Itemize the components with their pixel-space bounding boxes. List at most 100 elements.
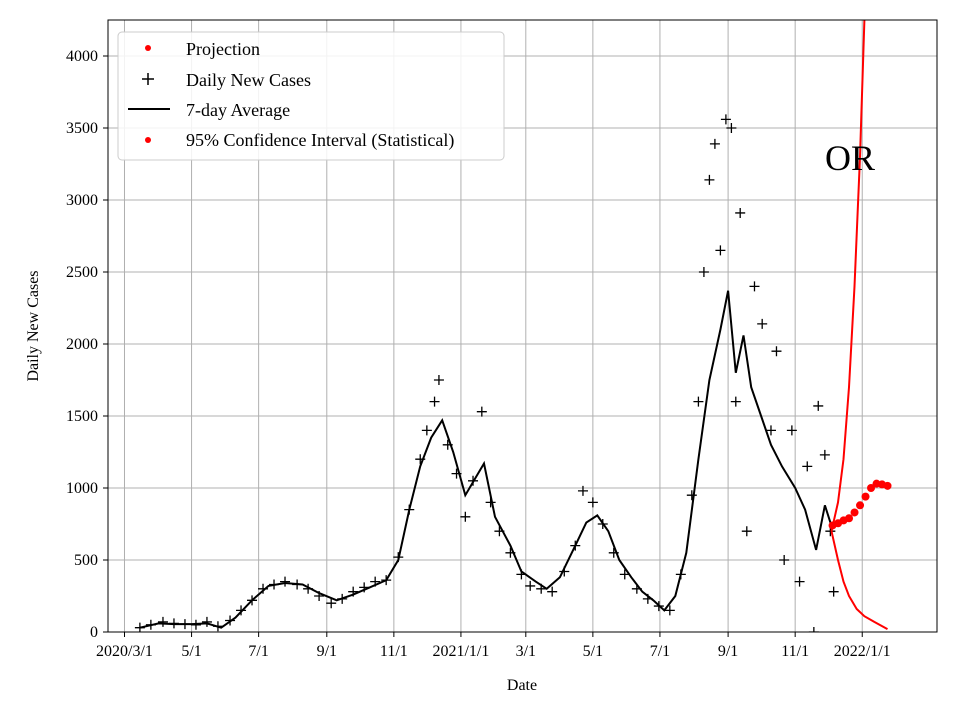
daily-case-point [757, 318, 768, 329]
daily-case-point [525, 580, 536, 591]
y-tick-label: 3000 [66, 192, 98, 209]
y-tick-label: 2000 [66, 336, 98, 353]
daily-case-point [212, 621, 223, 632]
x-tick-label: 7/1 [650, 643, 670, 660]
legend-label-ci: 95% Confidence Interval (Statistical) [186, 130, 454, 151]
daily-case-point [741, 526, 752, 537]
daily-case-point [786, 425, 797, 436]
daily-case-point [765, 425, 776, 436]
legend-marker-ci [145, 137, 151, 143]
x-tick-label: 5/1 [181, 643, 201, 660]
daily-case-point [505, 547, 516, 558]
x-tick-label: 7/1 [248, 643, 268, 660]
daily-case-point [597, 519, 608, 529]
y-tick-label: 0 [90, 624, 98, 641]
x-axis: 2020/3/1 5/1 7/1 9/1 11/1 2021/1/1 3/1 5/1 7/1 9/… [96, 632, 891, 660]
daily-case-point [460, 511, 471, 522]
y-axis-label: Daily New Cases [25, 270, 42, 381]
daily-case-point [337, 593, 348, 604]
daily-case-point [536, 583, 547, 594]
projection-point [861, 492, 870, 501]
projection-point [856, 501, 865, 510]
daily-case-point [258, 583, 269, 594]
legend-box [117, 31, 505, 161]
daily-case-point [468, 475, 479, 486]
y-tick-label: 1000 [66, 480, 98, 497]
projection-point [850, 508, 859, 517]
daily-case-point [686, 490, 697, 501]
daily-case-point [693, 396, 704, 407]
daily-case-point [359, 582, 370, 593]
daily-case-point [433, 375, 444, 385]
daily-case-point [664, 605, 675, 616]
daily-case-point [190, 619, 201, 630]
daily-case-point [314, 591, 325, 601]
daily-case-point [631, 583, 642, 594]
y-tick-label: 1500 [66, 408, 98, 425]
daily-case-point [619, 569, 630, 580]
daily-case-point [547, 586, 558, 597]
daily-case-point [370, 576, 381, 587]
daily-case-point [828, 586, 839, 597]
daily-case-point [451, 468, 462, 479]
daily-case-point [730, 396, 741, 407]
daily-case-point [225, 615, 236, 626]
daily-case-point [726, 123, 737, 133]
daily-case-point [134, 622, 145, 632]
ci-lower-line [830, 530, 888, 630]
daily-case-point [236, 605, 247, 616]
daily-case-point [698, 267, 709, 277]
daily-case-point [429, 396, 440, 407]
daily-case-point [421, 425, 432, 436]
daily-case-point [476, 406, 487, 417]
daily-case-point [516, 569, 527, 580]
daily-case-point [404, 504, 415, 515]
series-7-day-average [139, 290, 832, 629]
legend-label-daily: Daily New Cases [186, 70, 311, 90]
daily-case-point [145, 619, 156, 630]
daily-case-point [808, 627, 819, 632]
plot-area [134, 20, 892, 632]
x-tick-label: 9/1 [718, 643, 738, 660]
daily-case-point [749, 281, 760, 292]
x-tick-label: 2022/1/1 [834, 643, 891, 660]
legend: Projection Daily New Cases 7-day Average… [117, 31, 505, 161]
daily-case-point [704, 174, 715, 185]
daily-case-point [381, 575, 392, 586]
x-tick-label: 5/1 [583, 643, 603, 660]
daily-case-point [442, 439, 453, 450]
x-tick-label: 11/1 [781, 643, 809, 660]
daily-case-point [675, 569, 686, 580]
projection-point [845, 514, 854, 523]
daily-case-point [715, 245, 726, 256]
x-tick-label: 3/1 [516, 643, 536, 660]
daily-case-point [179, 619, 190, 630]
daily-case-point [201, 616, 212, 627]
legend-label-projection: Projection [186, 39, 260, 59]
x-tick-label: 2020/3/1 [96, 643, 153, 660]
annotation-or: OR [825, 138, 875, 178]
daily-case-point [415, 454, 426, 465]
daily-case-point [348, 586, 359, 597]
daily-case-point [779, 555, 790, 565]
daily-case-point [813, 400, 824, 411]
plot-frame [107, 19, 938, 633]
daily-case-point [393, 552, 404, 563]
daily-case-point [794, 576, 805, 587]
y-tick-label: 500 [74, 552, 98, 569]
daily-case-point [709, 138, 720, 149]
daily-case-point [771, 346, 782, 357]
x-axis-label: Date [507, 677, 537, 694]
legend-marker-projection [145, 45, 151, 51]
daily-case-point [559, 566, 570, 577]
x-tick-label: 11/1 [380, 643, 408, 660]
daily-case-point [157, 616, 168, 627]
daily-case-point [735, 207, 746, 218]
y-axis: 0 500 1000 1500 2000 2500 3000 3500 4000 [66, 48, 108, 641]
daily-case-point [485, 497, 496, 508]
daily-case-point [819, 449, 830, 460]
daily-case-point [303, 583, 314, 594]
legend-label-average: 7-day Average [186, 100, 290, 120]
daily-case-point [326, 598, 337, 609]
